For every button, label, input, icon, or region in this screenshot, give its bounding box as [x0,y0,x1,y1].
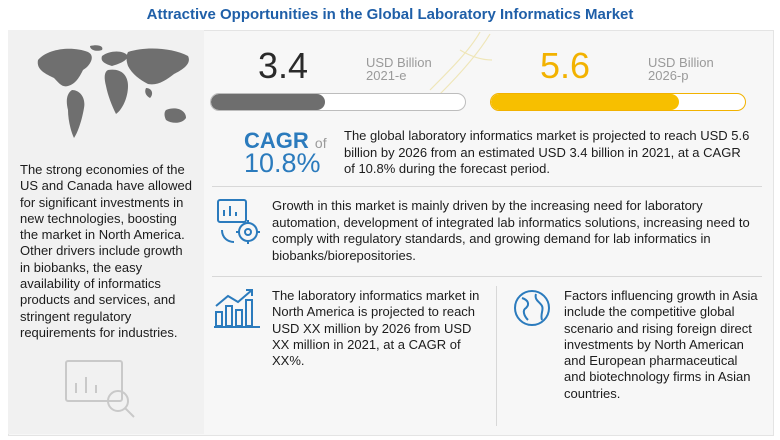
decorative-lines [429,31,493,95]
north-america-drivers-text: The strong economies of the US and Canad… [20,162,193,340]
market-value-2021: 3.4 [258,45,309,86]
cagr-label: CAGR of [244,128,327,154]
globe-icon [514,290,550,326]
unit-2021: USD Billion 2021-e [366,56,432,82]
cagr-value: 10.8% [244,148,321,178]
progress-bar-2026 [490,93,746,111]
column-divider [496,286,497,426]
market-projection-text: The global laboratory informatics market… [344,128,750,176]
cagr-label-text: CAGR [244,128,309,153]
world-map-icon [37,45,189,138]
cagr-of-text: of [314,135,327,151]
unit-2026-currency: USD Billion [648,55,714,70]
unit-2021-year: 2021-e [366,68,407,83]
progress-bar-2021 [210,93,466,111]
unit-2026-year: 2026-p [648,68,689,83]
market-value-2026: 5.6 [540,45,591,86]
growth-chart-icon [214,289,260,328]
growth-drivers-text: Growth in this market is mainly driven b… [272,198,750,263]
progress-fill-2021 [211,94,326,110]
analytics-icon [65,360,135,418]
unit-2021-currency: USD Billion [366,55,432,70]
section-divider [212,186,762,187]
automation-gear-icon [217,199,260,244]
asia-growth-text: Factors influencing growth in Asia inclu… [564,288,758,401]
left-column: The strong economies of the US and Canad… [8,30,204,434]
section-divider-2 [212,276,762,277]
progress-fill-2026 [491,94,679,110]
page-title: Attractive Opportunities in the Global L… [146,6,634,23]
unit-2026: USD Billion 2026-p [648,56,714,82]
north-america-projection-text: The laboratory informatics market in Nor… [272,288,480,369]
